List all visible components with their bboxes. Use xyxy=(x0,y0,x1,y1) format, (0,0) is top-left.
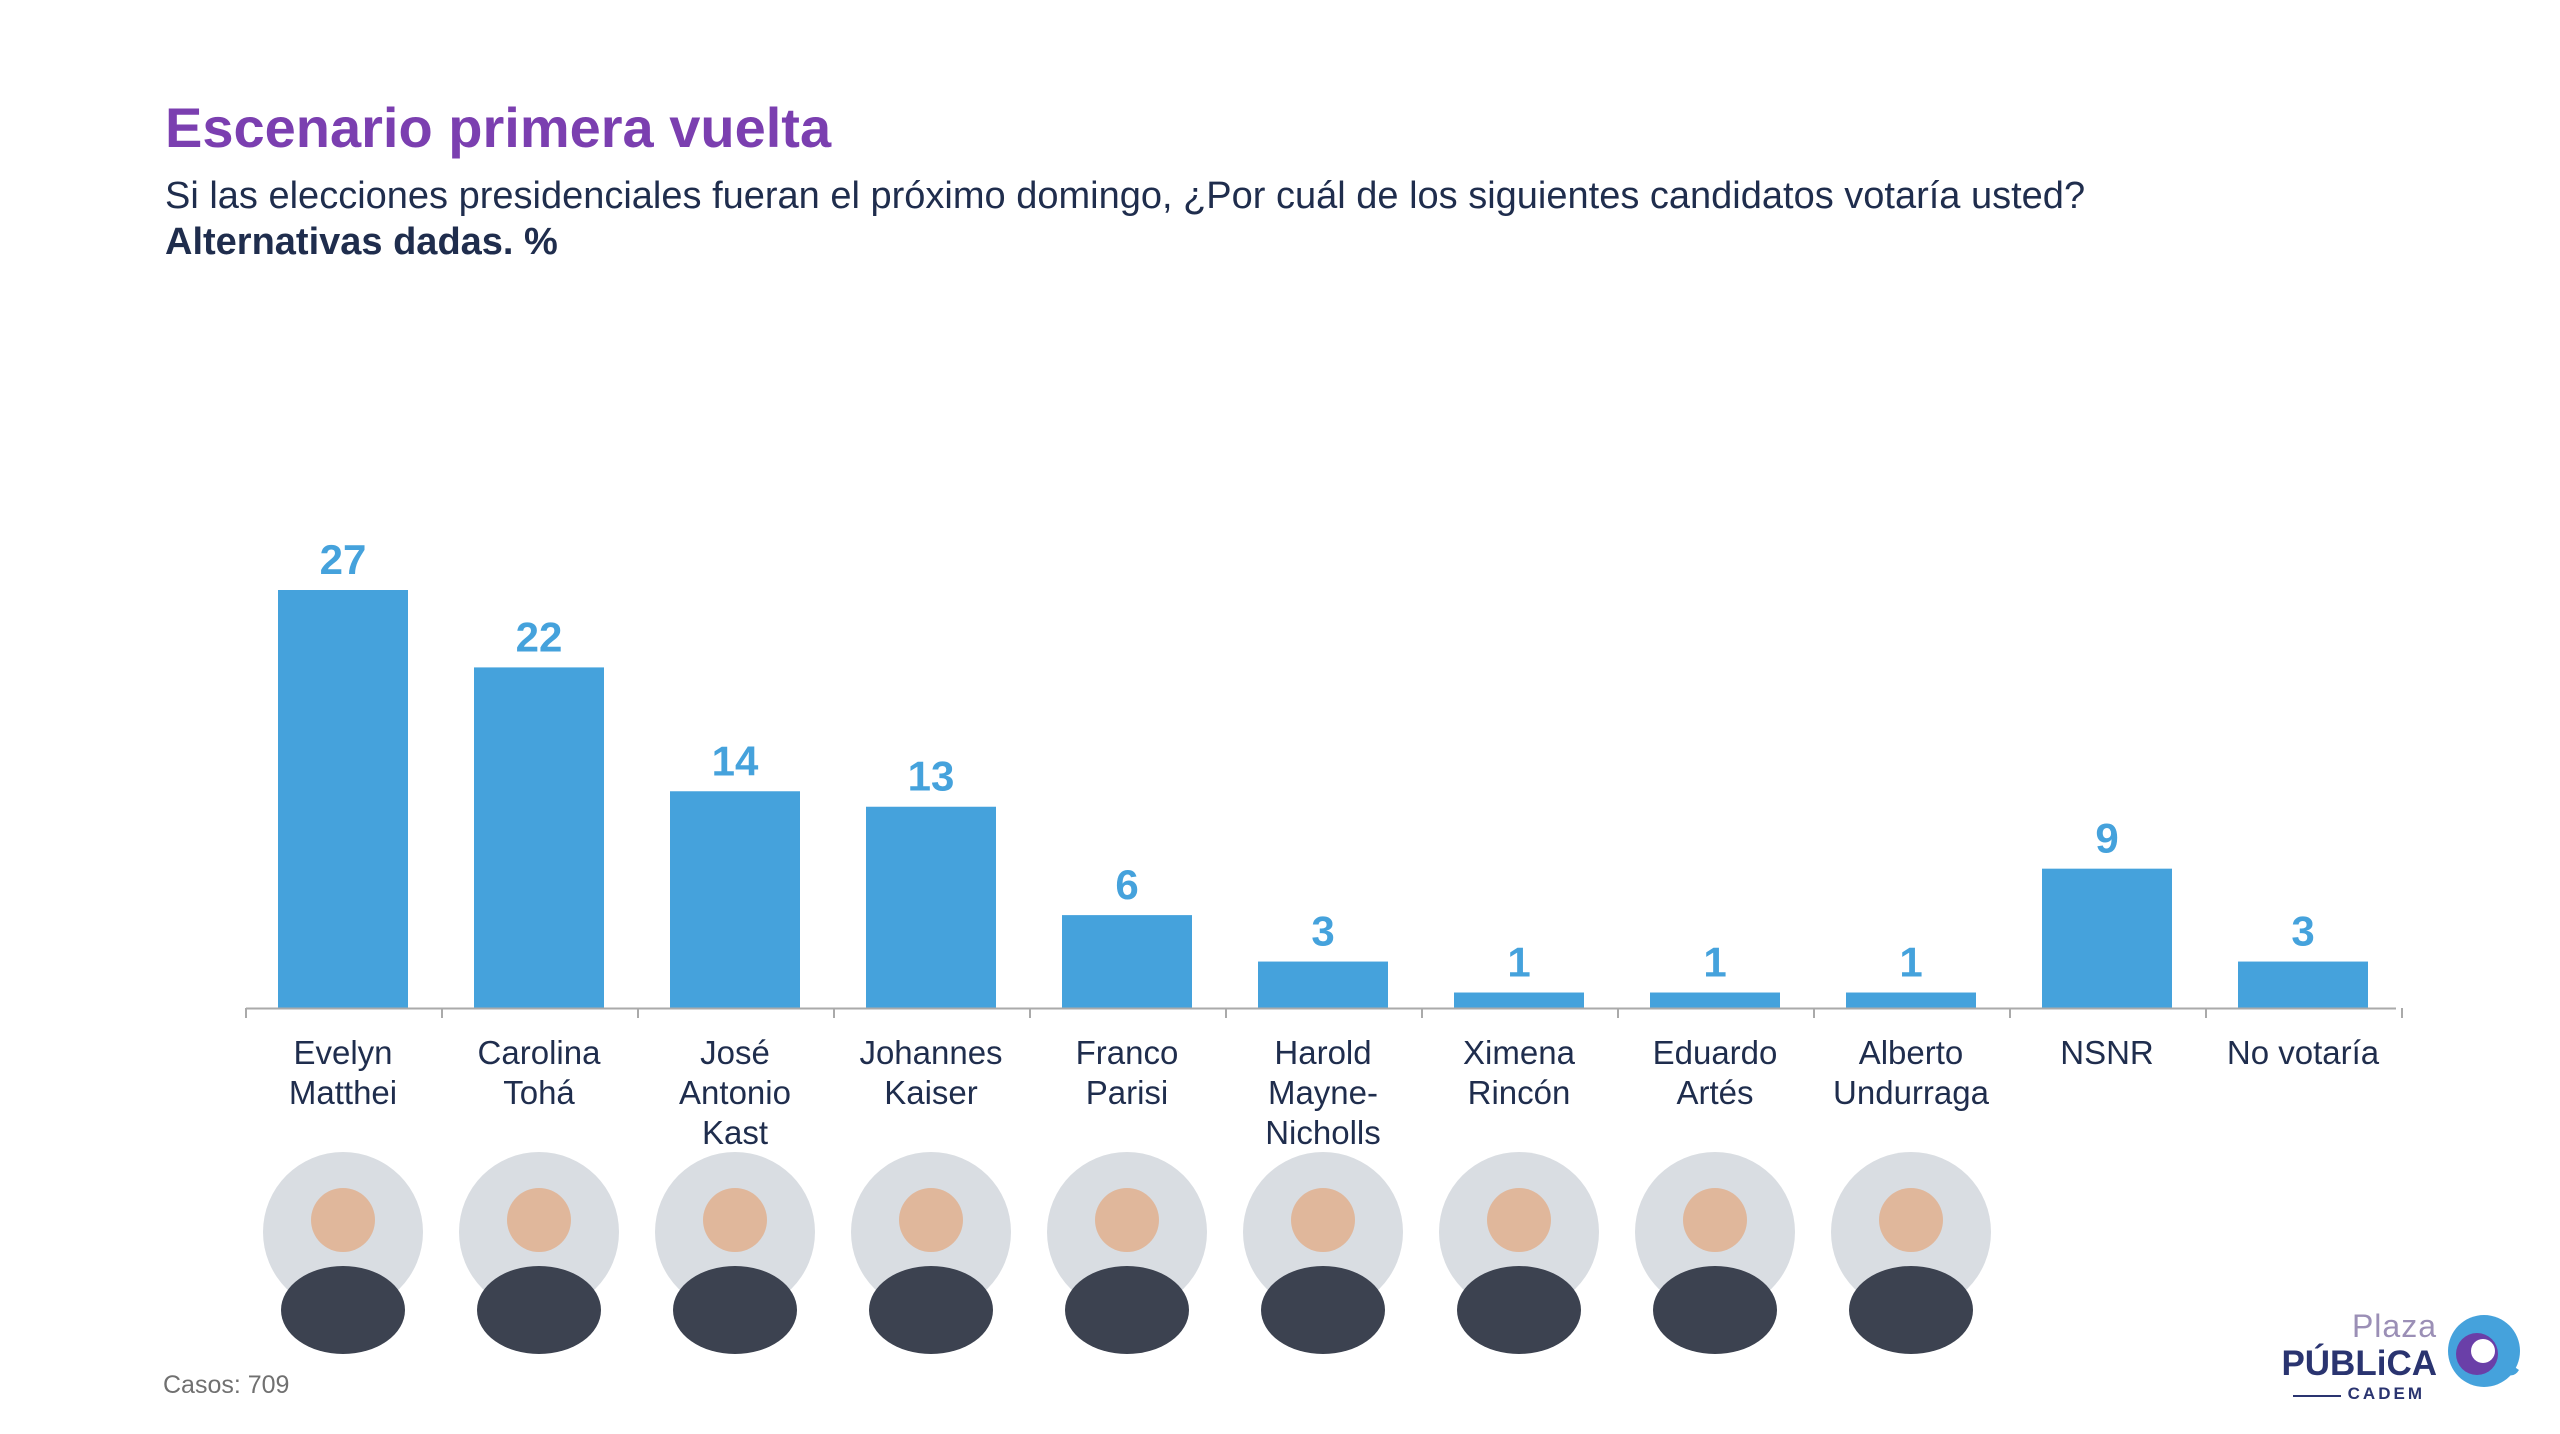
logo-text-cadem: CADEM xyxy=(2347,1384,2425,1403)
bar xyxy=(670,791,800,1008)
category-label: Harold xyxy=(1274,1034,1371,1071)
category-label: Tohá xyxy=(503,1074,575,1111)
candidate-photo xyxy=(1439,1152,1599,1354)
category-label: Alberto xyxy=(1859,1034,1964,1071)
data-label: 3 xyxy=(1311,908,1334,955)
candidate-photo xyxy=(1243,1152,1403,1354)
data-label: 1 xyxy=(1703,939,1726,986)
bar xyxy=(278,590,408,1008)
bar xyxy=(866,806,996,1008)
bars-layer xyxy=(278,590,2368,1008)
category-label: NSNR xyxy=(2060,1034,2154,1071)
portrait-face xyxy=(703,1188,767,1252)
candidate-photo xyxy=(1635,1152,1795,1354)
category-label: Evelyn xyxy=(293,1034,392,1071)
bar xyxy=(474,667,604,1008)
chart-note: Alternativas dadas. % xyxy=(165,221,558,263)
portrait-face xyxy=(507,1188,571,1252)
portrait-face xyxy=(311,1188,375,1252)
category-label: Johannes xyxy=(859,1034,1002,1071)
category-label: Kast xyxy=(702,1114,768,1151)
portrait-shoulders xyxy=(281,1266,405,1354)
category-label: Parisi xyxy=(1086,1074,1169,1111)
bar xyxy=(2238,961,2368,1008)
logo-text-plaza: Plaza xyxy=(2351,1308,2437,1344)
data-label: 1 xyxy=(1507,939,1530,986)
portrait-shoulders xyxy=(1065,1266,1189,1354)
bar xyxy=(2042,868,2172,1008)
data-label: 6 xyxy=(1115,861,1138,908)
candidate-photo xyxy=(1831,1152,1991,1354)
logo-mark-icon xyxy=(2448,1315,2520,1387)
portrait-face xyxy=(1291,1188,1355,1252)
bar xyxy=(1846,992,1976,1008)
candidate-photo xyxy=(851,1152,1011,1354)
plaza-publica-cadem-logo: Plaza PÚBLiCA CADEM xyxy=(2255,1300,2525,1410)
category-label: Matthei xyxy=(289,1074,397,1111)
candidate-photo xyxy=(655,1152,815,1354)
category-label: Ximena xyxy=(1463,1034,1576,1071)
data-label: 22 xyxy=(516,613,563,660)
portrait-shoulders xyxy=(869,1266,993,1354)
data-label: 3 xyxy=(2291,908,2314,955)
data-label: 9 xyxy=(2095,815,2118,862)
category-label: Undurraga xyxy=(1833,1074,1990,1111)
category-label: Nicholls xyxy=(1265,1114,1381,1151)
chart-subtitle: Si las elecciones presidenciales fueran … xyxy=(165,175,2086,217)
portrait-face xyxy=(1095,1188,1159,1252)
data-label: 1 xyxy=(1899,939,1922,986)
category-label: Rincón xyxy=(1468,1074,1571,1111)
portrait-shoulders xyxy=(673,1266,797,1354)
portrait-shoulders xyxy=(1261,1266,1385,1354)
portrait-shoulders xyxy=(1849,1266,1973,1354)
candidate-photos xyxy=(263,1152,1991,1354)
portrait-face xyxy=(1683,1188,1747,1252)
category-label: Artés xyxy=(1676,1074,1753,1111)
cases-count: Casos: 709 xyxy=(163,1371,290,1399)
category-label: No votaría xyxy=(2227,1034,2380,1071)
category-label: Kaiser xyxy=(884,1074,978,1111)
logo-text-publica: PÚBLiCA xyxy=(2281,1344,2437,1383)
data-label: 14 xyxy=(712,737,759,784)
axis-layer xyxy=(245,1007,2403,1018)
portrait-face xyxy=(1487,1188,1551,1252)
portrait-face xyxy=(1879,1188,1943,1252)
candidate-photo xyxy=(1047,1152,1207,1354)
portrait-shoulders xyxy=(1457,1266,1581,1354)
category-label: Eduardo xyxy=(1653,1034,1778,1071)
bar xyxy=(1062,915,1192,1008)
portrait-face xyxy=(899,1188,963,1252)
portrait-shoulders xyxy=(1653,1266,1777,1354)
portrait-shoulders xyxy=(477,1266,601,1354)
data-label: 27 xyxy=(320,536,367,583)
bar xyxy=(1258,961,1388,1008)
bar xyxy=(1454,992,1584,1008)
category-label: Antonio xyxy=(679,1074,791,1111)
candidate-photo xyxy=(263,1152,423,1354)
category-label: Mayne- xyxy=(1268,1074,1378,1111)
category-label: Carolina xyxy=(478,1034,602,1071)
data-label: 13 xyxy=(908,753,955,800)
logo-underline xyxy=(2293,1395,2341,1397)
bar xyxy=(1650,992,1780,1008)
category-label: José xyxy=(700,1034,770,1071)
category-label: Franco xyxy=(1076,1034,1179,1071)
chart-title: Escenario primera vuelta xyxy=(165,96,832,159)
candidate-photo xyxy=(459,1152,619,1354)
